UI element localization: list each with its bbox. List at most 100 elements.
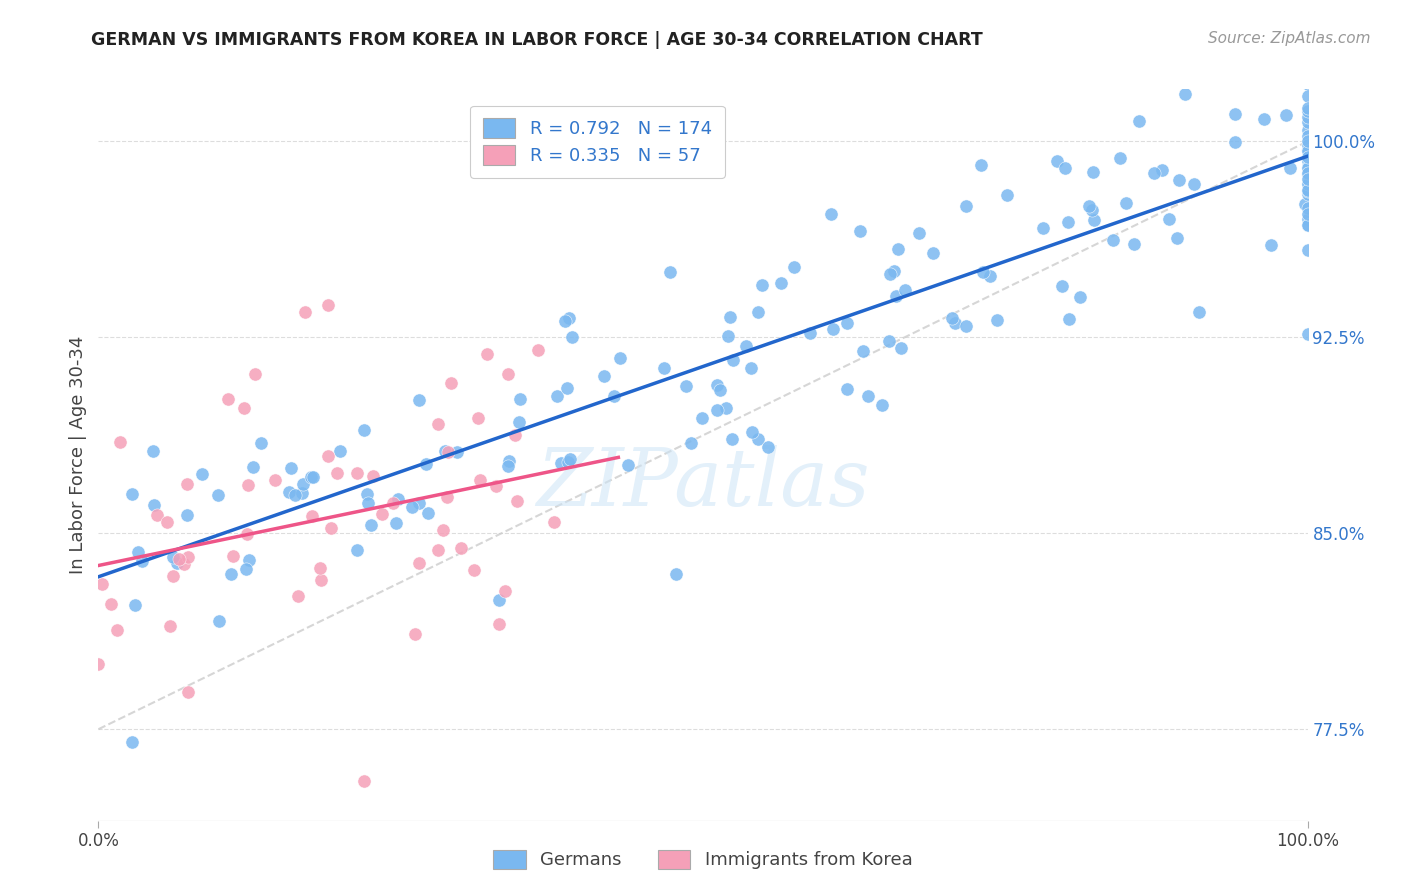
Point (463, 563, 485, 577)
Point (908, 227, 931, 241)
Point (955, 199, 977, 213)
Point (432, 523, 454, 537)
Point (543, 515, 565, 529)
Point (162, 550, 184, 565)
Text: GERMAN VS IMMIGRANTS FROM KOREA IN LABOR FORCE | AGE 30-34 CORRELATION CHART: GERMAN VS IMMIGRANTS FROM KOREA IN LABOR… (91, 31, 983, 49)
Point (488, 593, 510, 607)
Point (401, 500, 423, 515)
Point (162, 568, 184, 582)
Point (485, 479, 508, 493)
Point (385, 516, 408, 530)
Point (142, 444, 165, 458)
Point (416, 507, 439, 521)
Point (319, 521, 342, 535)
Point (346, 542, 368, 557)
Point (1253, 112, 1275, 126)
Point (242, 459, 264, 474)
Point (173, 557, 195, 571)
Point (245, 367, 267, 381)
Point (1069, 290, 1091, 304)
Point (169, 551, 191, 566)
Point (550, 457, 572, 471)
Point (450, 541, 472, 556)
Point (236, 526, 259, 541)
Point (156, 515, 179, 529)
Point (823, 322, 845, 336)
Point (100, 597, 122, 611)
Point (603, 389, 626, 403)
Point (1223, 135, 1246, 149)
Point (922, 246, 945, 260)
Point (849, 224, 872, 238)
Point (675, 378, 697, 392)
Point (91, 577, 114, 591)
Point (943, 317, 966, 331)
Point (1296, 166, 1319, 180)
Point (879, 268, 901, 282)
Point (208, 614, 231, 628)
Point (415, 457, 437, 471)
Point (557, 310, 579, 325)
Point (291, 477, 314, 491)
Point (1296, 207, 1319, 221)
Point (1296, 176, 1319, 190)
Point (316, 827, 339, 841)
Point (679, 435, 702, 450)
Point (1296, 187, 1319, 202)
Point (436, 445, 458, 459)
Point (235, 562, 257, 576)
Point (1296, 244, 1319, 258)
Point (1296, 160, 1319, 174)
Point (972, 265, 994, 279)
Point (408, 496, 430, 510)
Point (1115, 195, 1137, 210)
Point (302, 469, 325, 483)
Y-axis label: In Labor Force | Age 30-34: In Labor Force | Age 30-34 (69, 335, 87, 574)
Point (1128, 113, 1150, 128)
Point (371, 507, 394, 521)
Point (1296, 154, 1319, 169)
Point (721, 353, 744, 368)
Point (870, 398, 893, 412)
Point (1296, 218, 1319, 232)
Point (609, 351, 631, 365)
Point (741, 425, 763, 439)
Point (278, 484, 301, 499)
Point (1081, 203, 1104, 218)
Point (1296, 167, 1319, 181)
Point (1296, 168, 1319, 182)
Point (494, 584, 516, 599)
Point (856, 389, 879, 403)
Point (1296, 88, 1319, 103)
Point (1045, 154, 1067, 169)
Point (554, 314, 576, 328)
Point (555, 381, 578, 395)
Point (1223, 107, 1246, 121)
Point (617, 458, 640, 473)
Point (527, 343, 550, 358)
Point (353, 774, 375, 789)
Point (191, 467, 214, 482)
Point (1260, 237, 1282, 252)
Point (301, 509, 323, 524)
Point (1294, 196, 1316, 211)
Point (110, 435, 132, 450)
Point (87, 657, 110, 671)
Point (1143, 166, 1166, 180)
Point (1296, 142, 1319, 156)
Point (436, 490, 458, 504)
Point (979, 268, 1001, 283)
Point (1167, 172, 1189, 186)
Point (706, 378, 728, 392)
Point (1296, 183, 1319, 197)
Point (1188, 305, 1211, 319)
Point (820, 207, 842, 221)
Point (1296, 161, 1319, 175)
Point (299, 470, 322, 484)
Point (560, 452, 582, 467)
Point (593, 368, 616, 383)
Point (1296, 137, 1319, 152)
Point (309, 573, 332, 587)
Point (475, 347, 498, 361)
Point (877, 334, 900, 348)
